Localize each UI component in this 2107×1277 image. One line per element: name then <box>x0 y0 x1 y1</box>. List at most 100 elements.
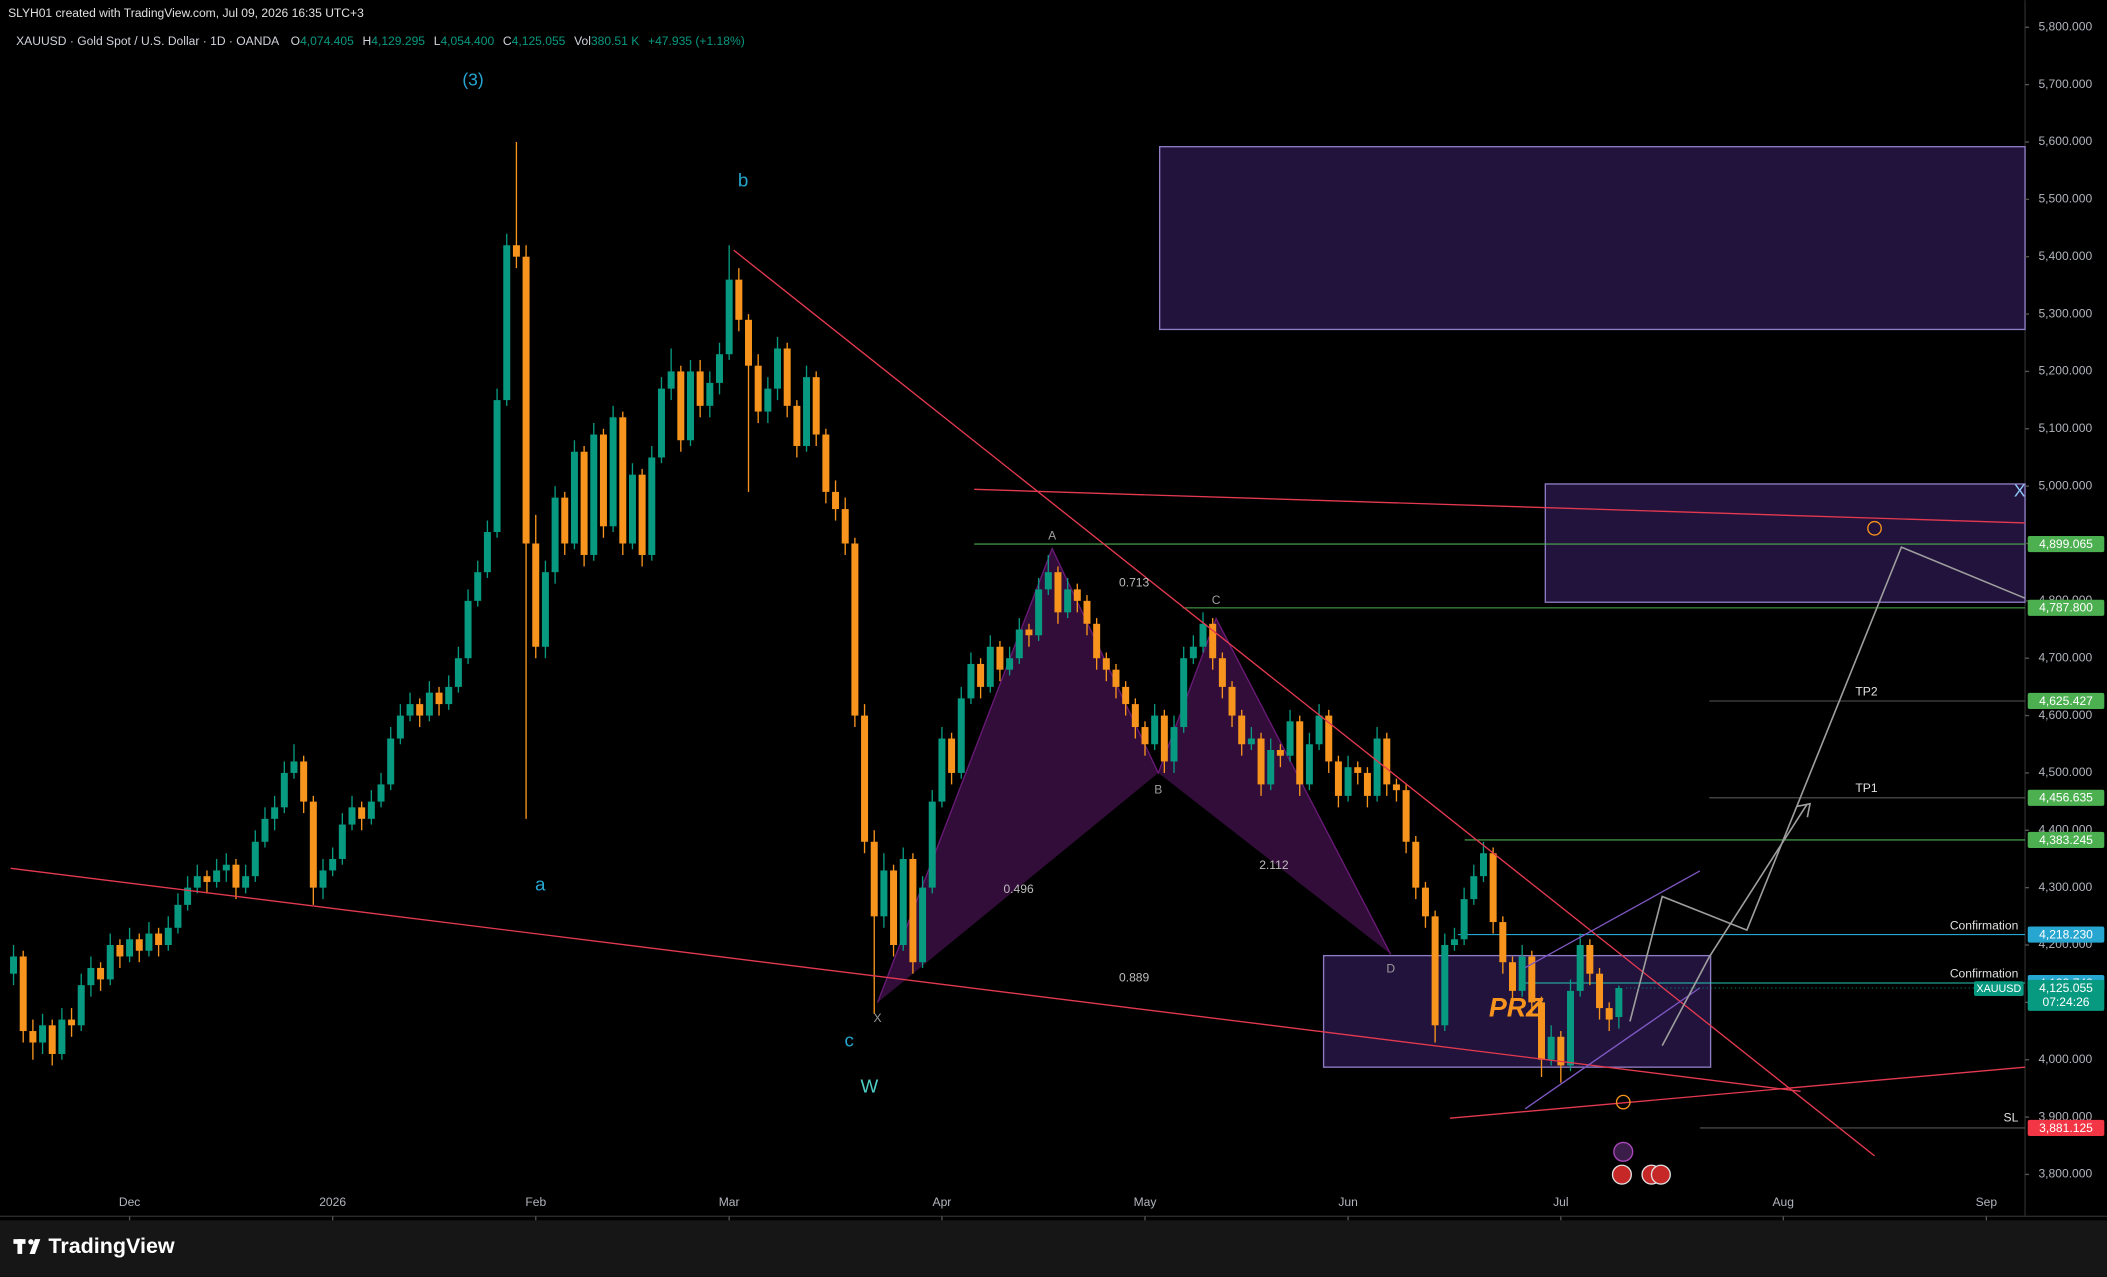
candle-body <box>735 279 743 320</box>
x-tick-label: Dec <box>119 1195 140 1209</box>
brand: TradingView <box>48 1234 175 1258</box>
volume-key: Vol <box>574 34 591 48</box>
candle-body <box>609 417 617 527</box>
candle-body <box>541 572 549 647</box>
x-tick-label: May <box>1134 1195 1158 1209</box>
change: +47.935 (+1.18%) <box>648 34 745 48</box>
candle-body <box>1605 1008 1613 1020</box>
candle-body <box>1112 669 1120 687</box>
candle-body <box>1576 945 1584 991</box>
candle-body <box>242 876 250 888</box>
candle-body <box>1083 600 1091 624</box>
last-price-label: 4,125.055 <box>2039 981 2093 995</box>
ohlc-key: H <box>363 34 372 48</box>
candle-body <box>1518 956 1526 991</box>
candle-body <box>1218 658 1226 687</box>
level-label: 3,881.125 <box>2039 1121 2093 1135</box>
candle-body <box>87 967 95 986</box>
candle-body <box>503 245 511 401</box>
candle-body <box>145 933 153 951</box>
target-label: TP1 <box>1855 781 1877 795</box>
candle-body <box>899 858 907 946</box>
y-tick-label: 4,600.000 <box>2038 708 2092 722</box>
y-tick-label: 3,800.000 <box>2038 1167 2092 1181</box>
candle-body <box>977 663 985 687</box>
candle-body <box>155 933 163 946</box>
candle-body <box>77 985 85 1026</box>
candle-body <box>174 904 182 928</box>
candle-body <box>1431 916 1439 1026</box>
candle-body <box>309 801 317 888</box>
countdown: 07:24:26 <box>2043 995 2090 1009</box>
candle-body <box>812 377 820 435</box>
candle-body <box>1325 715 1333 762</box>
candle-body <box>706 382 714 406</box>
projection-path <box>1661 803 1809 1047</box>
candle-body <box>184 887 192 905</box>
candle-body <box>619 417 627 544</box>
candle-body <box>1141 727 1149 745</box>
candle-body <box>1296 721 1304 785</box>
candle-body <box>425 692 433 716</box>
x-tick-label: Jul <box>1553 1195 1568 1209</box>
y-tick-label: 5,200.000 <box>2038 364 2092 378</box>
ratio-label: 0.713 <box>1119 576 1150 590</box>
candle-body <box>1267 749 1275 785</box>
candle-body <box>1334 761 1342 796</box>
logo-part <box>29 1239 41 1254</box>
candle-body <box>832 491 840 510</box>
last-price-badge <box>2027 979 2105 1011</box>
candle-body <box>1257 738 1265 785</box>
candle-body <box>1508 962 1516 991</box>
level-label: 4,787.800 <box>2039 601 2093 615</box>
y-tick-label: 3,900.000 <box>2038 1109 2092 1123</box>
candle-body <box>696 371 704 406</box>
y-tick-label: 4,500.000 <box>2038 765 2092 779</box>
candle-body <box>1006 658 1014 670</box>
candle-body <box>754 365 762 412</box>
symbol: XAUUSD · Gold Spot / U.S. Dollar · 1D · … <box>16 34 280 48</box>
candle-body <box>1160 715 1168 762</box>
projection-path <box>1629 546 2026 1022</box>
candle-body <box>58 1019 66 1054</box>
pattern-point: B <box>1154 783 1162 797</box>
candle-body <box>928 801 936 888</box>
ratio-label: 2.112 <box>1259 858 1289 872</box>
logo-part <box>17 1239 23 1254</box>
candle-body <box>512 245 520 257</box>
level-badge <box>2027 789 2105 806</box>
candle-body <box>890 870 898 946</box>
candle-body <box>493 400 501 533</box>
candle-body <box>957 698 965 773</box>
candle-body <box>474 572 482 601</box>
candle-body <box>1035 589 1043 636</box>
symbol-badge <box>1973 981 2024 997</box>
wave-label: X <box>2014 481 2026 501</box>
candle-body <box>561 497 569 544</box>
candle-body <box>377 784 385 802</box>
ohlc-value: 4,074.405 <box>300 34 354 48</box>
harmonic-path <box>876 546 1392 1003</box>
candle-body <box>880 870 888 917</box>
candle-body <box>164 927 172 946</box>
candle-body <box>870 841 878 917</box>
candle-body <box>1460 899 1468 940</box>
candle-body <box>116 945 124 957</box>
candle-body <box>1276 749 1284 756</box>
candle-body <box>677 371 685 441</box>
candle-body <box>280 772 288 808</box>
candle-body <box>822 434 830 492</box>
candle-body <box>454 658 462 687</box>
candle-body <box>358 807 366 819</box>
y-tick-label: 5,500.000 <box>2038 192 2092 206</box>
candle-body <box>774 348 782 389</box>
candle-body <box>803 377 811 446</box>
candle-body <box>1402 790 1410 842</box>
trendline <box>1449 1066 2026 1119</box>
candle-body <box>106 945 114 980</box>
y-tick-label: 5,000.000 <box>2038 478 2092 492</box>
candle-body <box>648 457 656 555</box>
ohlc-value: 4,129.295 <box>371 34 425 48</box>
